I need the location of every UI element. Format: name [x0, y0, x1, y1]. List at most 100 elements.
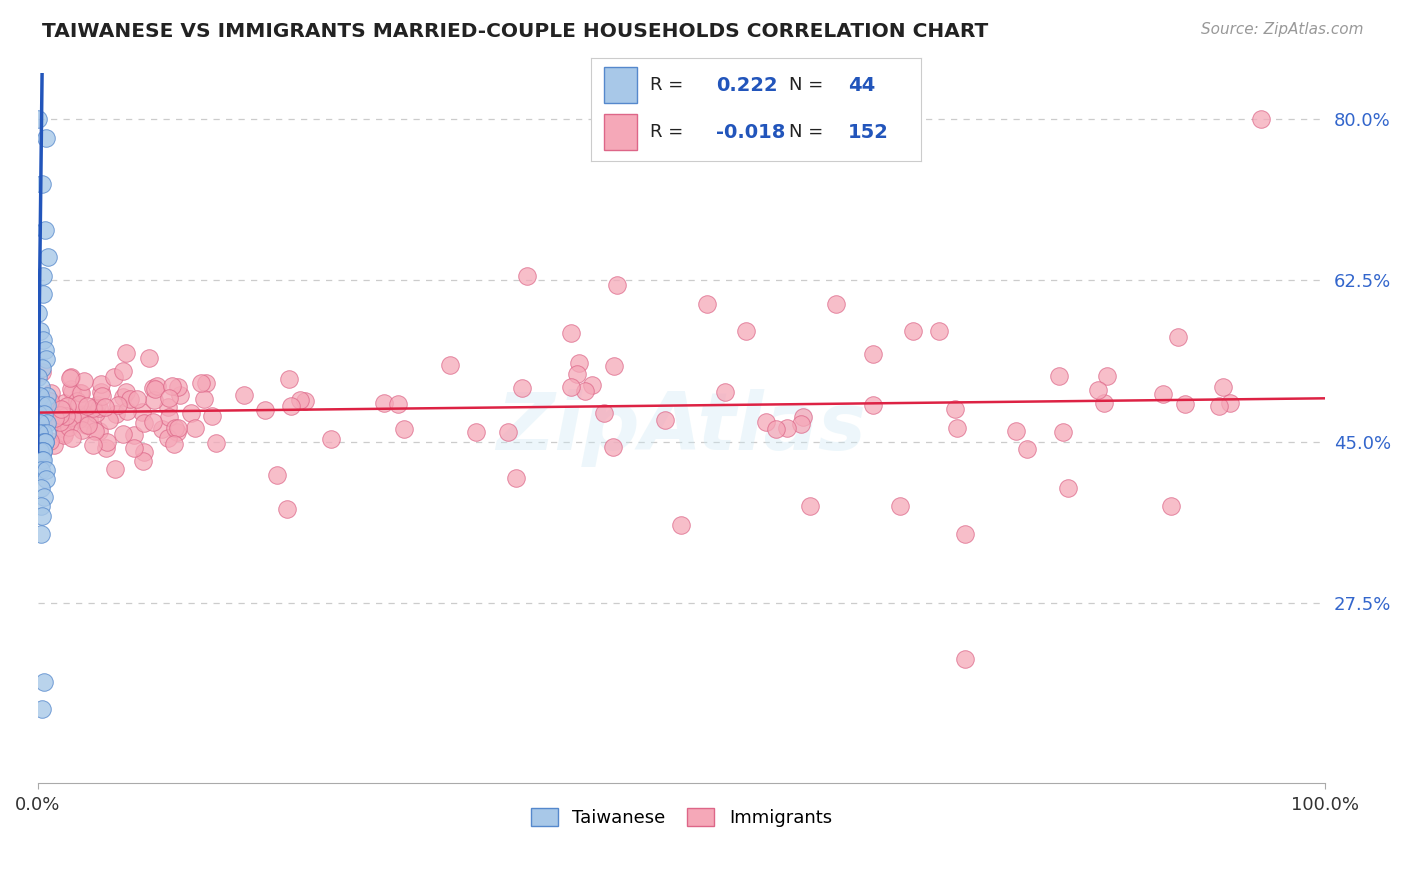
- Point: [755, 415, 778, 429]
- Point: [107, 398, 129, 412]
- Point: [98, 412, 121, 426]
- Text: Source: ZipAtlas.com: Source: ZipAtlas.com: [1201, 22, 1364, 37]
- Text: ZipAtlas: ZipAtlas: [496, 389, 866, 467]
- Point: [30, 379, 52, 393]
- Point: [166, 420, 188, 434]
- Point: [190, 376, 212, 391]
- Point: [31, 361, 53, 376]
- Point: [60, 384, 83, 399]
- Point: [193, 392, 215, 406]
- Point: [1047, 368, 1070, 383]
- Point: [28, 392, 51, 407]
- Point: [696, 296, 718, 310]
- Point: [943, 401, 966, 416]
- Point: [115, 404, 138, 418]
- Point: [53, 426, 76, 441]
- Point: [35, 130, 58, 145]
- Point: [96, 434, 118, 449]
- Point: [167, 380, 190, 394]
- Text: 0.222: 0.222: [716, 76, 778, 95]
- Point: [294, 394, 316, 409]
- Point: [142, 381, 165, 395]
- Point: [30, 500, 52, 514]
- Point: [122, 441, 145, 455]
- Point: [31, 702, 53, 716]
- Point: [862, 398, 884, 412]
- Point: [53, 428, 76, 442]
- Point: [30, 462, 52, 476]
- Point: [118, 392, 141, 407]
- Point: [266, 468, 288, 483]
- Point: [166, 425, 188, 439]
- Point: [31, 453, 53, 467]
- Point: [169, 387, 191, 401]
- Point: [953, 651, 976, 665]
- Point: [31, 334, 53, 348]
- Text: R =: R =: [650, 123, 689, 141]
- Point: [32, 407, 55, 421]
- Point: [184, 421, 207, 435]
- Point: [67, 409, 90, 423]
- Point: [146, 378, 169, 392]
- Point: [31, 365, 53, 379]
- Point: [180, 405, 202, 419]
- Point: [132, 416, 155, 430]
- Point: [35, 462, 58, 476]
- Point: [157, 391, 180, 405]
- Point: [34, 395, 56, 409]
- Point: [70, 385, 93, 400]
- Point: [32, 409, 55, 424]
- Point: [288, 393, 311, 408]
- Point: [38, 394, 60, 409]
- Point: [132, 454, 155, 468]
- Point: [498, 425, 520, 439]
- Point: [160, 379, 183, 393]
- Point: [35, 351, 58, 366]
- Point: [581, 378, 603, 392]
- Point: [59, 371, 82, 385]
- Point: [143, 382, 166, 396]
- Point: [1166, 329, 1188, 343]
- Point: [112, 427, 135, 442]
- Point: [387, 397, 409, 411]
- Point: [70, 423, 93, 437]
- Point: [792, 409, 814, 424]
- Point: [37, 398, 59, 412]
- Text: TAIWANESE VS IMMIGRANTS MARRIED-COUPLE HOUSEHOLDS CORRELATION CHART: TAIWANESE VS IMMIGRANTS MARRIED-COUPLE H…: [42, 22, 988, 41]
- Point: [86, 398, 108, 412]
- Point: [150, 422, 173, 436]
- Point: [90, 385, 112, 400]
- Point: [516, 268, 538, 283]
- Point: [114, 346, 136, 360]
- Point: [131, 404, 153, 418]
- Point: [91, 389, 114, 403]
- Point: [776, 420, 799, 434]
- Point: [67, 397, 90, 411]
- Point: [602, 440, 624, 454]
- Point: [31, 444, 53, 458]
- Point: [82, 401, 104, 416]
- Point: [94, 400, 117, 414]
- Point: [280, 399, 302, 413]
- Point: [233, 387, 256, 401]
- Point: [889, 500, 911, 514]
- Point: [439, 358, 461, 372]
- Point: [714, 384, 737, 399]
- Point: [84, 406, 107, 420]
- Point: [606, 278, 628, 293]
- Point: [32, 425, 55, 440]
- Point: [1174, 397, 1197, 411]
- Point: [953, 527, 976, 541]
- Point: [49, 415, 72, 429]
- Point: [56, 400, 79, 414]
- Point: [115, 384, 138, 399]
- Text: 44: 44: [848, 76, 876, 95]
- Point: [163, 421, 186, 435]
- Point: [31, 508, 53, 523]
- Point: [55, 417, 77, 431]
- Text: R =: R =: [650, 76, 689, 95]
- Point: [799, 500, 821, 514]
- Point: [53, 422, 76, 436]
- Point: [276, 502, 298, 516]
- Point: [103, 370, 125, 384]
